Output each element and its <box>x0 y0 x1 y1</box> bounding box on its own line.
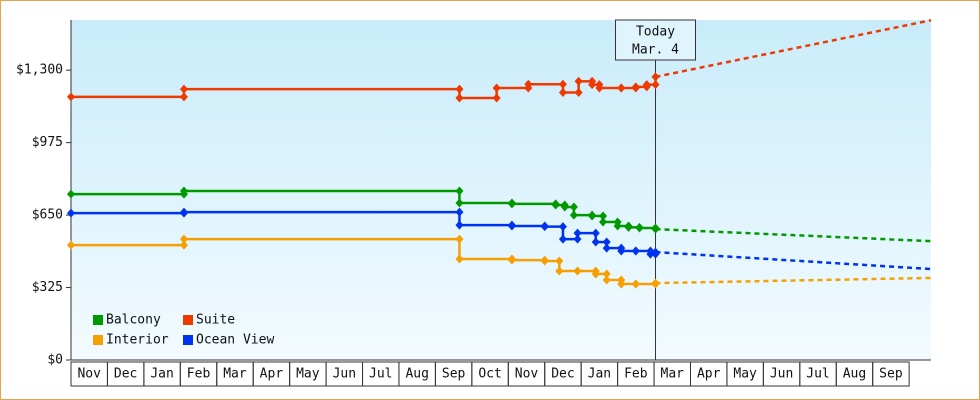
marker <box>617 246 626 256</box>
x-tick-label: Mar <box>223 367 247 382</box>
marker <box>507 255 516 265</box>
legend-label: Balcony <box>106 313 161 328</box>
legend-label: Ocean View <box>196 333 274 348</box>
marker <box>591 237 600 247</box>
forecast-line <box>655 227 932 243</box>
x-tick-label: Nov <box>77 367 101 382</box>
y-tick-label: $975 <box>32 135 63 150</box>
marker <box>455 198 464 208</box>
marker <box>591 269 600 279</box>
marker <box>507 221 516 231</box>
x-tick-label: Nov <box>515 367 539 382</box>
today-label: Mar. 4 <box>632 43 679 58</box>
month-cell <box>872 361 910 387</box>
marker <box>617 279 626 289</box>
marker <box>179 234 188 244</box>
marker <box>67 189 75 199</box>
marker <box>574 76 583 86</box>
x-tick-label: Apr <box>260 367 284 382</box>
marker <box>179 186 188 196</box>
marker <box>595 83 604 93</box>
x-tick-label: May <box>733 367 757 382</box>
x-tick-label: Jun <box>770 367 793 382</box>
marker <box>588 80 597 90</box>
marker <box>179 207 188 217</box>
x-tick-label: Aug <box>405 367 428 382</box>
legend-swatch <box>183 315 193 325</box>
marker <box>651 72 660 82</box>
marker <box>651 224 660 234</box>
x-tick-label: Jun <box>333 367 356 382</box>
marker <box>455 93 464 103</box>
marker <box>540 222 549 232</box>
marker <box>558 87 567 97</box>
marker <box>588 211 597 221</box>
x-tick-label: Sep <box>442 367 466 382</box>
marker <box>492 83 501 93</box>
x-tick-label: May <box>296 367 320 382</box>
marker <box>524 79 533 89</box>
legend-label: Suite <box>196 313 235 328</box>
today-box <box>615 19 697 61</box>
marker <box>631 279 640 289</box>
marker <box>573 266 582 276</box>
marker <box>642 80 651 90</box>
marker <box>569 210 578 220</box>
x-tick-label: Dec <box>551 367 574 382</box>
x-tick-label: Sep <box>879 367 903 382</box>
marker <box>602 275 611 285</box>
marker <box>67 92 75 102</box>
marker <box>67 240 75 250</box>
x-tick-label: Dec <box>114 367 137 382</box>
y-tick-label: $0 <box>47 353 63 368</box>
x-tick-label: Jul <box>806 367 829 382</box>
marker <box>179 84 188 94</box>
marker <box>651 247 660 257</box>
marker <box>631 246 640 256</box>
marker <box>573 228 582 238</box>
marker <box>617 83 626 93</box>
marker <box>551 200 560 210</box>
y-tick-label: $1,300 <box>16 63 63 78</box>
marker <box>631 82 640 92</box>
marker <box>555 266 564 276</box>
legend-swatch <box>183 335 193 345</box>
forecast-line <box>655 276 932 285</box>
x-tick-label: Jan <box>150 367 173 382</box>
forecast-line <box>655 18 932 79</box>
legend-label: Interior <box>106 333 169 348</box>
y-tick-label: $650 <box>32 208 63 223</box>
marker <box>613 221 622 231</box>
x-tick-label: Mar <box>661 367 685 382</box>
x-tick-label: Jan <box>588 367 611 382</box>
y-tick-label: $325 <box>32 280 63 295</box>
x-tick-label: Oct <box>478 367 501 382</box>
legend-swatch <box>93 315 103 325</box>
marker <box>507 199 516 209</box>
today-label: Today <box>636 25 675 40</box>
x-tick-label: Aug <box>843 367 866 382</box>
marker <box>651 278 660 288</box>
x-tick-label: Feb <box>187 367 211 382</box>
marker <box>602 243 611 253</box>
marker <box>455 254 464 264</box>
marker <box>558 234 567 244</box>
forecast-line <box>655 250 932 271</box>
marker <box>67 208 75 218</box>
x-tick-label: Apr <box>697 367 721 382</box>
marker <box>624 222 633 232</box>
marker <box>560 202 569 212</box>
marker <box>455 220 464 230</box>
marker <box>540 256 549 266</box>
marker <box>599 217 608 227</box>
x-tick-label: Feb <box>624 367 648 382</box>
legend-swatch <box>93 335 103 345</box>
marker <box>635 223 644 233</box>
x-tick-label: Jul <box>369 367 392 382</box>
